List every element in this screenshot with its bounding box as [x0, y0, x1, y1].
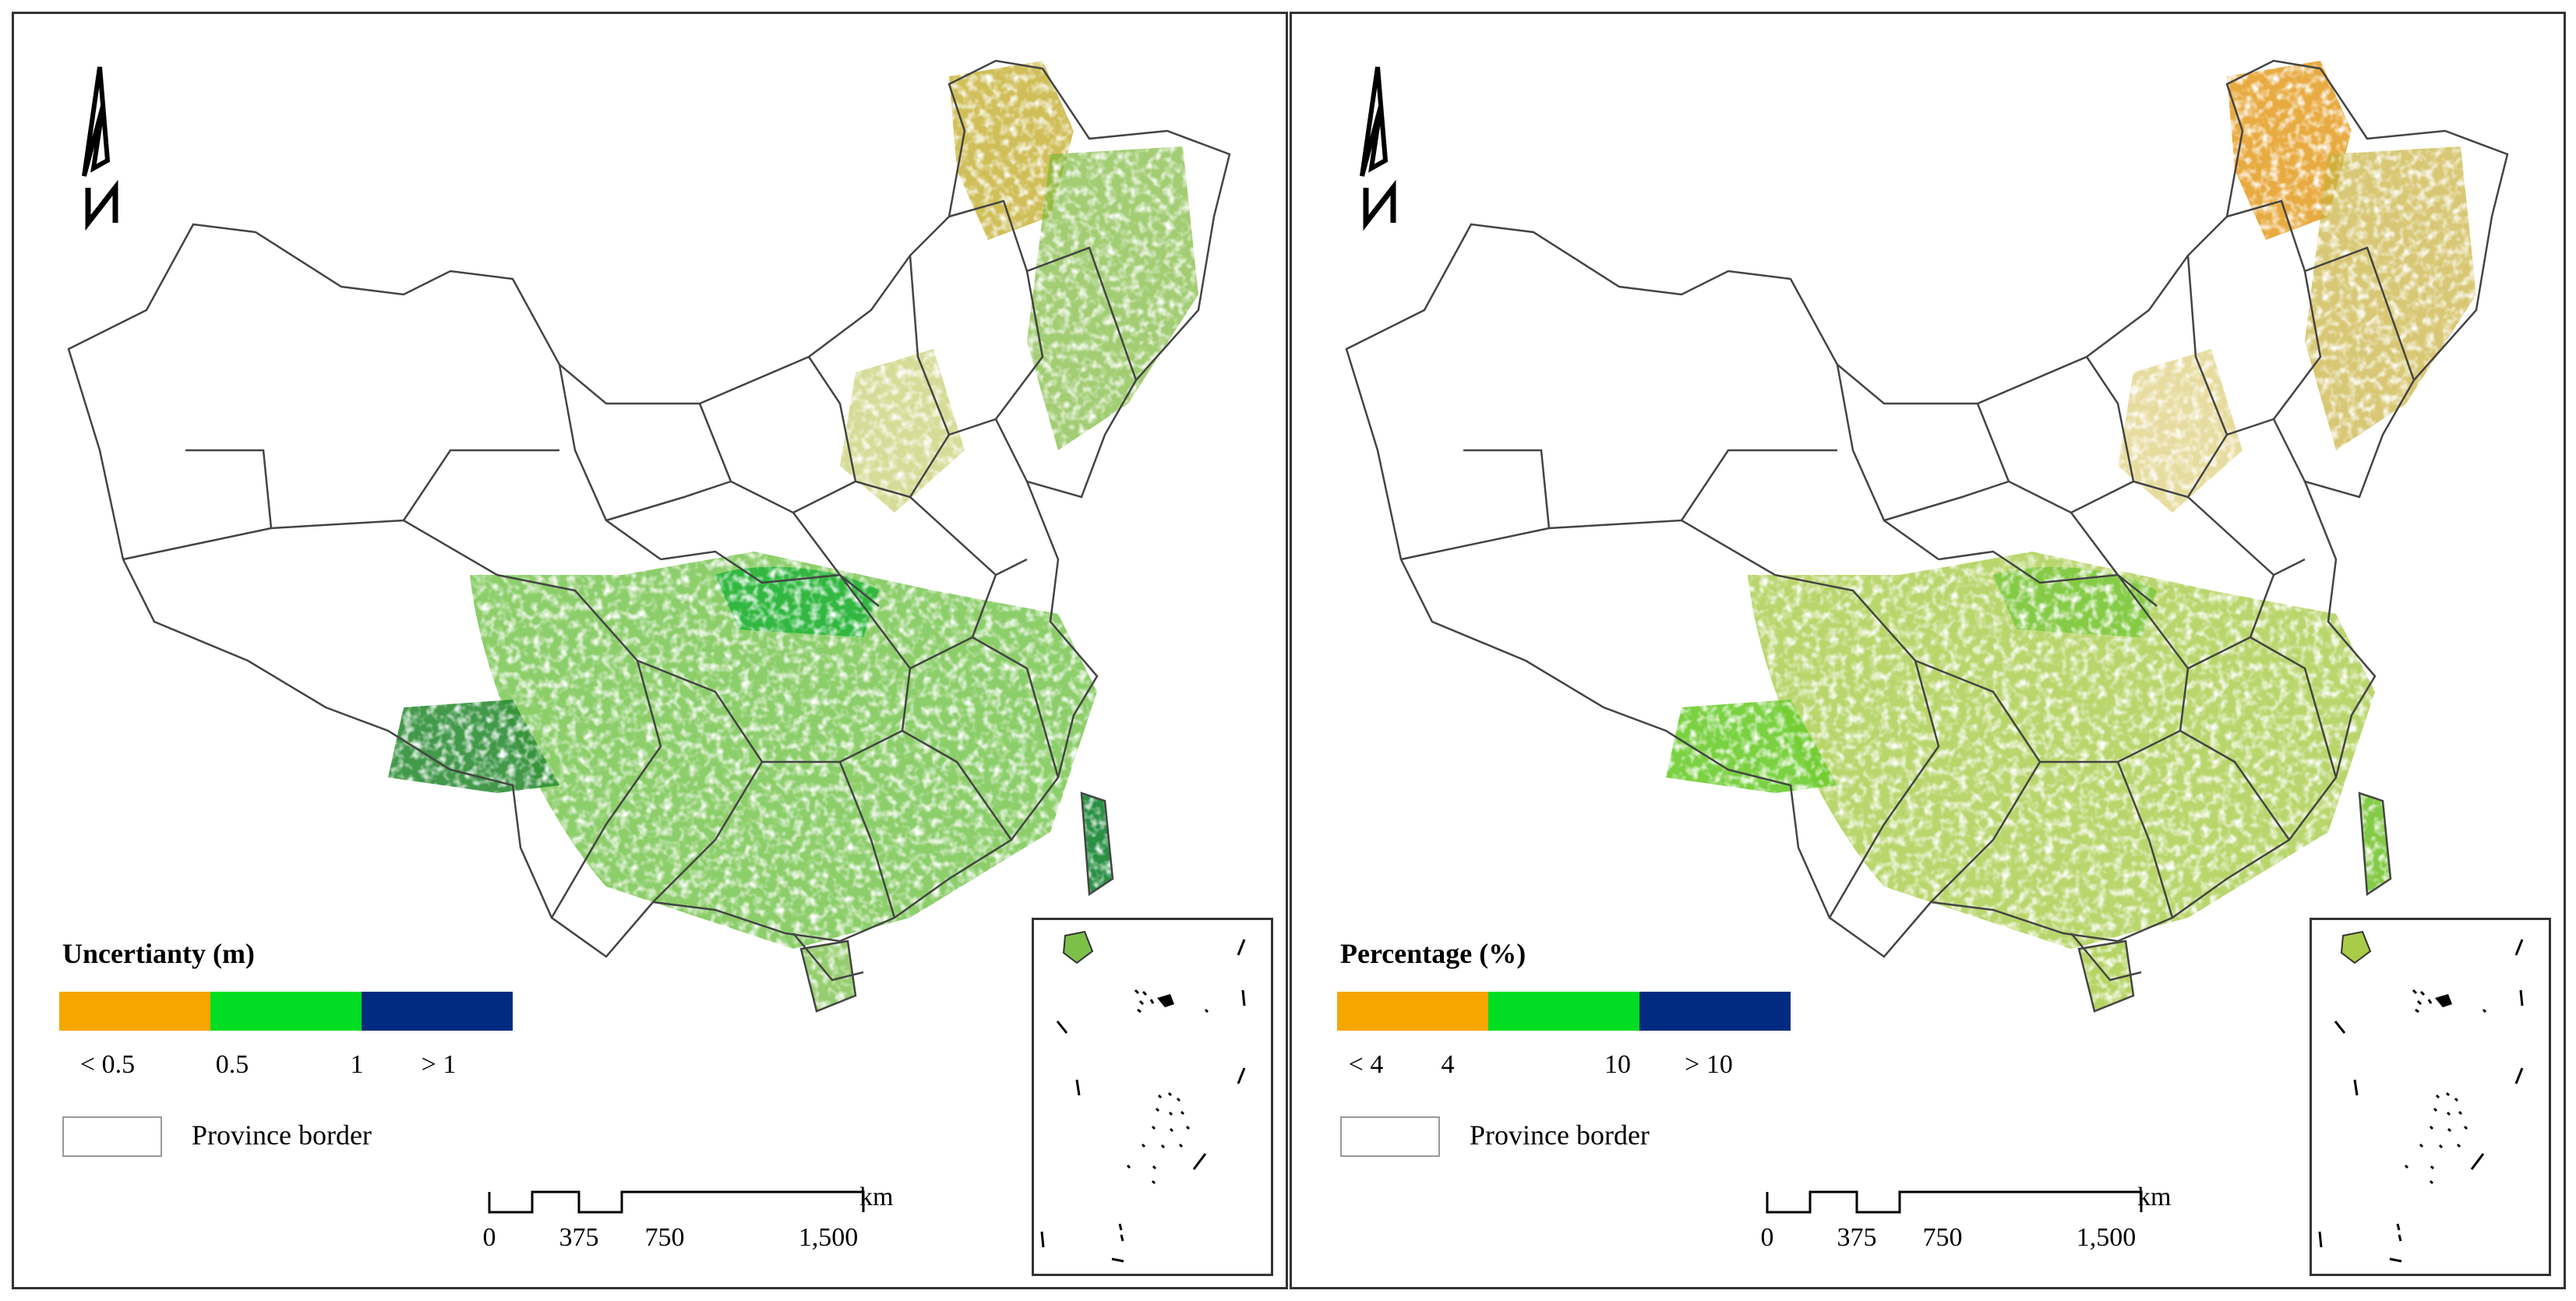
legend-swatch-high [362, 992, 513, 1031]
china-percentage-map [1292, 14, 2564, 1287]
map-panel-percentage: Percentage (%) < 4 4 10 > 10 Province bo… [1290, 12, 2566, 1289]
legend-tick-label: 1 [350, 1050, 364, 1079]
south-china-sea-inset [2310, 918, 2551, 1276]
legend-swatch-low [1337, 992, 1488, 1031]
legend-tick-label: > 10 [1685, 1050, 1733, 1079]
scale-label: 375 [1837, 1223, 1877, 1252]
scale-label: 750 [644, 1223, 685, 1252]
legend-color-bar [1337, 992, 1791, 1031]
legend-title: Uncertianty (m) [62, 938, 255, 969]
legend-tick-label: 4 [1441, 1050, 1455, 1079]
legend-swatch-low [59, 992, 210, 1031]
scale-unit: km [2137, 1183, 2172, 1211]
scale-bar [488, 1190, 865, 1214]
scale-label: 0 [482, 1223, 496, 1252]
province-border-label: Province border [192, 1119, 372, 1151]
province-border-swatch [62, 1116, 162, 1157]
north-arrow-icon [1360, 66, 1396, 231]
province-border-label: Province border [1470, 1119, 1650, 1151]
scale-unit: km [859, 1183, 894, 1211]
inset-map [2318, 930, 2524, 1263]
legend-tick-label: 0.5 [215, 1050, 249, 1079]
legend-tick-label: < 4 [1348, 1050, 1384, 1079]
legend-swatch-high [1639, 992, 1791, 1031]
legend-tick-label: 10 [1604, 1050, 1631, 1079]
legend-tick-label: < 0.5 [79, 1050, 136, 1079]
china-uncertainty-map [14, 14, 1286, 1287]
legend-tick-label: > 1 [421, 1050, 457, 1079]
scale-bar [1766, 1190, 2143, 1214]
north-arrow-icon [82, 66, 118, 231]
map-panel-uncertainty: Uncertianty (m) < 0.5 0.5 1 > 1 Province… [12, 12, 1288, 1289]
legend-color-bar [59, 992, 513, 1031]
scale-label: 1,500 [2076, 1223, 2137, 1252]
scale-label: 0 [1760, 1223, 1774, 1252]
inset-map [1040, 930, 1246, 1263]
legend-swatch-mid [1488, 992, 1639, 1031]
scale-label: 375 [559, 1223, 599, 1252]
legend-swatch-mid [210, 992, 362, 1031]
legend-title: Percentage (%) [1340, 938, 1526, 969]
south-china-sea-inset [1032, 918, 1273, 1276]
province-borders [1345, 59, 2509, 1013]
province-border-swatch [1340, 1116, 1440, 1157]
province-borders [67, 59, 1231, 1013]
scale-label: 750 [1922, 1223, 1963, 1252]
scale-label: 1,500 [798, 1223, 859, 1252]
